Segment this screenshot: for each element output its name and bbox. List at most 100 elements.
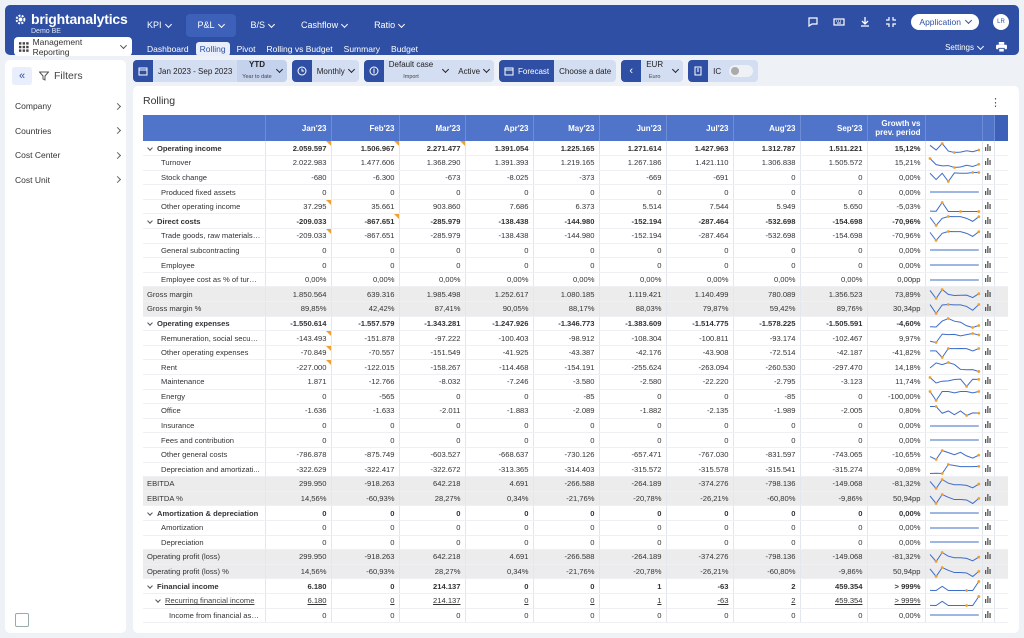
sparkline-chart[interactable] [928,288,981,301]
table-row[interactable]: Operating profit (loss) 299.950 -918.263 64… [143,549,1008,565]
period-filter[interactable]: Jan 2023 - Sep 2023 YTD Year to date [133,60,287,82]
table-row[interactable]: Produced fixed assets 0 0 0 0 0 0 0 0 0 0,00% [143,184,1008,200]
sparkline-chart[interactable] [928,448,981,461]
bar-chart-icon[interactable] [982,476,995,492]
ic-filter[interactable]: IC [688,60,759,82]
sparkline-chart[interactable] [928,434,981,446]
table-row[interactable]: Other operating expenses -70.849 -70.557 -1… [143,345,1008,361]
table-row[interactable]: Operating expenses -1.550.614 -1.557.579 -1… [143,316,1008,332]
sparkline-chart[interactable] [928,244,981,256]
table-row[interactable]: Operating income 2.059.597 1.506.967 2.271.… [143,141,1008,157]
filter-item[interactable]: Company [15,101,122,111]
top-nav-tab[interactable]: Cashflow [289,14,359,37]
expand-caret-icon[interactable] [147,582,153,589]
sparkline-chart[interactable] [928,156,981,169]
collapse-sidebar-button[interactable]: « [12,67,32,85]
sparkline-chart[interactable] [928,142,981,154]
bar-chart-icon[interactable] [982,520,995,536]
bar-chart-icon[interactable] [982,330,995,346]
sparkline-chart[interactable] [928,551,981,563]
table-row[interactable]: Other general costs -786.878 -875.749 -603.… [143,447,1008,463]
ytd-selector[interactable]: YTD Year to date [237,60,277,82]
bar-chart-icon[interactable] [982,535,995,551]
status-value[interactable]: Active [453,60,494,82]
bar-chart-icon[interactable] [982,491,995,507]
bar-chart-icon[interactable] [982,418,995,434]
sparkline-chart[interactable] [928,420,981,432]
sparkline-chart[interactable] [928,332,981,344]
currency-filter[interactable]: ‹ EUR Euro [621,60,684,82]
table-row[interactable]: Operating profit (loss) % 14,56% -60,93% 28… [143,564,1008,580]
frequency-filter[interactable]: Monthly [291,60,359,82]
bar-chart-icon[interactable] [982,549,995,565]
ic-toggle[interactable] [729,65,754,77]
sparkline-chart[interactable] [928,229,981,242]
column-header[interactable]: Aug'23 [733,115,801,141]
bar-chart-icon[interactable] [982,462,995,478]
table-row[interactable]: General subcontracting 0 0 0 0 0 0 0 0 0 0,00% [143,243,1008,259]
table-row[interactable]: Other operating income 37.295 35.661 903.86… [143,199,1008,215]
sub-nav-tab[interactable]: Pivot [236,44,256,54]
table-row[interactable]: EBITDA % 14,56% -60,93% 28,27% 0,34% -21,76% -… [143,491,1008,507]
bar-chart-icon[interactable] [982,301,995,317]
settings-button[interactable]: Settings [945,42,985,52]
column-header[interactable]: Feb'23 [331,115,400,141]
table-row[interactable]: Gross margin 1.850.564 639.316 1.985.498 1.2… [143,286,1008,303]
table-row[interactable]: Turnover 2.022.983 1.477.606 1.368.290 1.391… [143,155,1008,171]
sparkline-chart[interactable] [928,565,981,578]
sparkline-chart[interactable] [928,317,981,330]
expand-caret-icon[interactable] [147,509,153,516]
scenario-filter[interactable]: Default case Import Active [363,60,495,82]
bar-chart-icon[interactable] [982,170,995,186]
bar-chart-icon[interactable] [982,608,995,624]
sparkline-chart[interactable] [928,259,981,271]
collapse-icon[interactable] [885,16,897,28]
bar-chart-icon[interactable] [982,593,995,609]
bar-chart-icon[interactable] [982,505,995,521]
bar-chart-icon[interactable] [982,257,995,273]
table-row[interactable]: Depreciation 0 0 0 0 0 0 0 0 0 0,00% [143,535,1008,551]
column-header[interactable]: Growth vs prev. period [867,115,926,141]
bar-chart-icon[interactable] [982,316,995,332]
expand-caret-icon[interactable] [147,320,153,326]
bar-chart-icon[interactable] [982,243,995,259]
sparkline-chart[interactable] [928,215,981,228]
expand-caret-icon[interactable] [147,217,153,224]
sparkline-chart[interactable] [928,390,981,403]
chat-icon[interactable] [807,16,819,28]
table-row[interactable]: Gross margin % 89,85% 42,42% 87,41% 90,05% 88… [143,301,1008,317]
column-header[interactable]: Jan'23 [265,115,332,141]
column-header[interactable]: Mar'23 [399,115,466,141]
filter-item[interactable]: Cost Unit [15,175,122,185]
top-nav-tab[interactable]: B/S [239,14,287,37]
table-row[interactable]: Fees and contribution 0 0 0 0 0 0 0 0 0 0,00% [143,432,1008,448]
sparkline-chart[interactable] [928,580,981,593]
table-row[interactable]: Rent -227.000 -122.015 -158.267 -114.468 -154… [143,359,1008,375]
sparkline-chart[interactable] [928,171,981,184]
sparkline-chart[interactable] [928,522,981,534]
bar-chart-icon[interactable] [982,272,995,288]
table-row[interactable]: Remuneration, social securit... -143.493-… [143,330,1008,346]
sparkline-chart[interactable] [928,609,981,621]
keyboard-icon[interactable] [833,16,846,28]
table-row[interactable]: Direct costs -209.033 -867.651 -285.979 -138… [143,213,1008,230]
table-row[interactable]: Amortization 0 0 0 0 0 0 0 0 0 0,00% [143,520,1008,536]
sparkline-chart[interactable] [928,200,981,213]
kebab-menu-icon[interactable]: ⋮ [990,97,1001,109]
bar-chart-icon[interactable] [982,155,995,171]
sparkline-chart[interactable] [928,507,981,519]
sub-nav-tab[interactable]: Dashboard [147,44,189,54]
table-row[interactable]: Depreciation and amortizati... -322.629 -3… [143,462,1008,478]
print-icon[interactable] [996,42,1007,52]
bookmark-icon[interactable] [15,613,29,627]
bar-chart-icon[interactable] [982,184,995,200]
table-row[interactable]: Energy 0 -565 0 0 -85 0 0 -85 0 -100,00% [143,389,1008,405]
sub-nav-tab[interactable]: Rolling vs Budget [266,44,333,54]
filter-item[interactable]: Cost Center [15,150,122,160]
top-nav-tab[interactable]: KPI [135,14,183,37]
sparkline-chart[interactable] [928,478,981,490]
bar-chart-icon[interactable] [982,359,995,375]
expand-caret-icon[interactable] [147,144,153,151]
column-header[interactable]: Jul'23 [666,115,734,141]
sparkline-chart[interactable] [928,361,981,374]
